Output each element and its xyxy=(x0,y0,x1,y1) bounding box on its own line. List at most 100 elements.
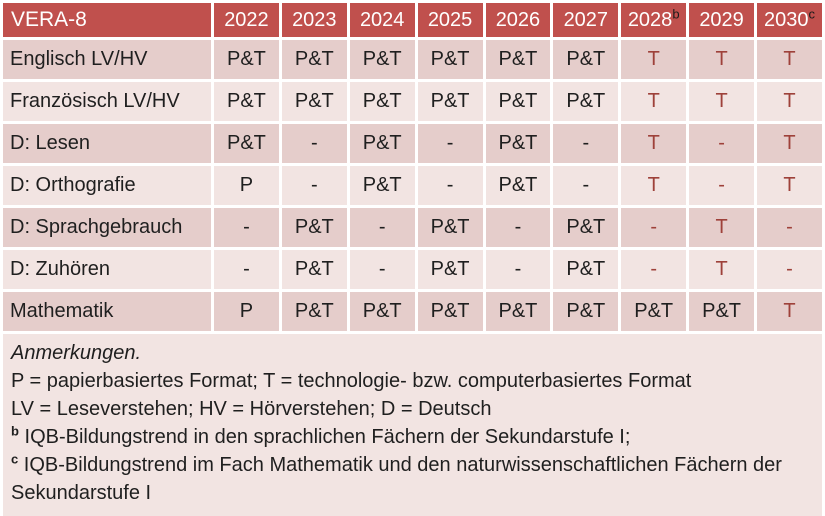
value-cell: - xyxy=(214,208,279,247)
vera-table-body: Englisch LV/HV P&T P&T P&T P&T P&T P&T T T T Franz… xyxy=(3,40,822,331)
year-header-2028: 2028b xyxy=(621,3,687,37)
notes-heading: Anmerkungen. xyxy=(11,342,142,364)
value-cell: - xyxy=(621,208,687,247)
value-cell: P&T xyxy=(417,292,483,331)
subject-row: D: Zuhören - P&T - P&T - P&T - T - xyxy=(3,250,822,289)
value-cell: - xyxy=(485,250,551,289)
value-cell: T xyxy=(621,40,687,79)
value-cell: T xyxy=(621,124,687,163)
value-cell: - xyxy=(281,124,347,163)
value-cell: P&T xyxy=(417,40,483,79)
value-cell: P&T xyxy=(417,82,483,121)
value-cell: P&T xyxy=(553,292,619,331)
year-header-2030: 2030c xyxy=(757,3,822,37)
table-header-row: VERA-8 2022 2023 2024 2025 2026 2027 2028b 2029… xyxy=(3,3,822,37)
table-title-cell: VERA-8 xyxy=(3,3,211,37)
legend-line-abbreviations: LV = Leseverstehen; HV = Hörverstehen; D… xyxy=(11,398,492,420)
subject-label: D: Lesen xyxy=(3,124,211,163)
legend-line-formats: P = papierbasiertes Format; T = technolo… xyxy=(11,370,692,392)
value-cell: P&T xyxy=(349,166,415,205)
footnote-b-text: IQB-Bildungstrend in den sprachlichen Fä… xyxy=(24,426,631,448)
value-cell: - xyxy=(349,208,415,247)
value-cell: P&T xyxy=(214,40,279,79)
year-header-2024: 2024 xyxy=(349,3,415,37)
footnote-c: c IQB-Bildungstrend im Fach Mathematik u… xyxy=(11,451,812,507)
value-cell: P&T xyxy=(281,292,347,331)
value-cell: T xyxy=(689,208,754,247)
value-cell: T xyxy=(689,40,754,79)
value-cell: T xyxy=(757,292,822,331)
footnote-c-marker: c xyxy=(11,451,19,467)
value-cell: T xyxy=(757,40,822,79)
value-cell: P&T xyxy=(349,40,415,79)
footnote-b-marker: b xyxy=(11,423,19,439)
footnote-marker-b: b xyxy=(672,5,680,21)
value-cell: P xyxy=(214,292,279,331)
value-cell: P&T xyxy=(553,208,619,247)
value-cell: P&T xyxy=(349,292,415,331)
value-cell: - xyxy=(757,250,822,289)
value-cell: - xyxy=(214,250,279,289)
year-header-2027: 2027 xyxy=(553,3,619,37)
year-header-2026: 2026 xyxy=(485,3,551,37)
subject-row: D: Orthografie P - P&T - P&T - T - T xyxy=(3,166,822,205)
vera-table-head: VERA-8 2022 2023 2024 2025 2026 2027 2028b 2029… xyxy=(3,3,822,37)
value-cell: T xyxy=(757,166,822,205)
year-header-2025: 2025 xyxy=(417,3,483,37)
value-cell: T xyxy=(757,82,822,121)
subject-label: D: Orthografie xyxy=(3,166,211,205)
vera-table: VERA-8 2022 2023 2024 2025 2026 2027 2028b 2029… xyxy=(3,3,822,331)
value-cell: P&T xyxy=(417,250,483,289)
value-cell: P&T xyxy=(417,208,483,247)
value-cell: P&T xyxy=(485,82,551,121)
value-cell: P&T xyxy=(621,292,687,331)
value-cell: - xyxy=(485,208,551,247)
subject-row: Französisch LV/HV P&T P&T P&T P&T P&T P&T T T T xyxy=(3,82,822,121)
subject-label: Mathematik xyxy=(3,292,211,331)
year-header-2022: 2022 xyxy=(214,3,279,37)
subject-label: D: Sprachgebrauch xyxy=(3,208,211,247)
subject-row: D: Sprachgebrauch - P&T - P&T - P&T - T - xyxy=(3,208,822,247)
value-cell: P&T xyxy=(485,166,551,205)
subject-row: D: Lesen P&T - P&T - P&T - T - T xyxy=(3,124,822,163)
value-cell: P xyxy=(214,166,279,205)
value-cell: P&T xyxy=(349,82,415,121)
footnote-marker-c: c xyxy=(808,5,816,21)
notes-section: Anmerkungen. P = papierbasiertes Format;… xyxy=(3,334,822,516)
value-cell: P&T xyxy=(485,124,551,163)
value-cell: - xyxy=(417,124,483,163)
value-cell: P&T xyxy=(281,82,347,121)
subject-label: Französisch LV/HV xyxy=(3,82,211,121)
subject-row: Mathematik P P&T P&T P&T P&T P&T P&T P&T T xyxy=(3,292,822,331)
value-cell: T xyxy=(689,82,754,121)
value-cell: - xyxy=(281,166,347,205)
subject-label: D: Zuhören xyxy=(3,250,211,289)
value-cell: T xyxy=(621,166,687,205)
value-cell: - xyxy=(621,250,687,289)
value-cell: P&T xyxy=(485,40,551,79)
subject-row: Englisch LV/HV P&T P&T P&T P&T P&T P&T T T T xyxy=(3,40,822,79)
footnote-c-text: IQB-Bildungstrend im Fach Mathematik und… xyxy=(11,454,782,504)
value-cell: - xyxy=(689,166,754,205)
value-cell: T xyxy=(689,250,754,289)
value-cell: P&T xyxy=(485,292,551,331)
value-cell: P&T xyxy=(281,40,347,79)
value-cell: P&T xyxy=(281,208,347,247)
value-cell: P&T xyxy=(349,124,415,163)
value-cell: - xyxy=(349,250,415,289)
value-cell: P&T xyxy=(214,124,279,163)
year-header-2029: 2029 xyxy=(689,3,754,37)
value-cell: - xyxy=(757,208,822,247)
footnote-b: b IQB-Bildungstrend in den sprachlichen … xyxy=(11,423,812,451)
value-cell: P&T xyxy=(281,250,347,289)
value-cell: T xyxy=(621,82,687,121)
value-cell: P&T xyxy=(553,250,619,289)
value-cell: - xyxy=(689,124,754,163)
value-cell: P&T xyxy=(553,40,619,79)
value-cell: - xyxy=(553,124,619,163)
value-cell: - xyxy=(553,166,619,205)
value-cell: T xyxy=(757,124,822,163)
value-cell: P&T xyxy=(214,82,279,121)
value-cell: P&T xyxy=(689,292,754,331)
